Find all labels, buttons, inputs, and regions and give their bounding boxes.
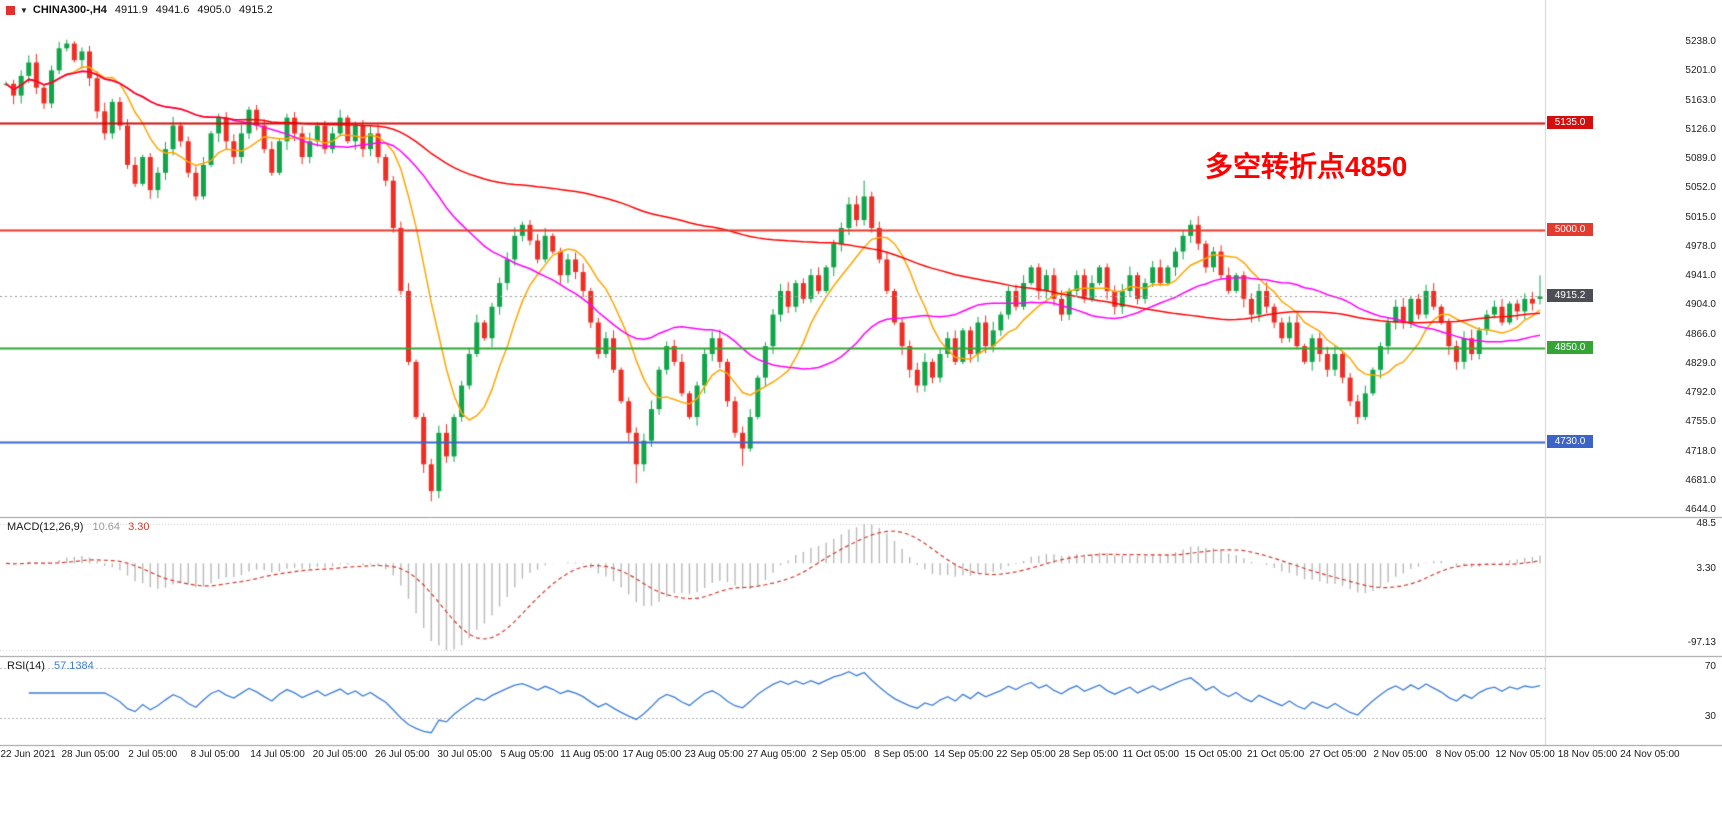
price-tick-label: 4978.0 xyxy=(1685,240,1716,252)
time-tick-label: 14 Jul 05:00 xyxy=(250,749,305,760)
symbol-dropdown-icon[interactable]: ▼ xyxy=(20,5,28,15)
price-tick-label: 5052.0 xyxy=(1685,182,1716,194)
rsi-name: RSI(14) xyxy=(7,660,45,672)
time-tick-label: 2 Nov 05:00 xyxy=(1373,749,1428,760)
annotation-text-object[interactable]: 多空转折点4850 xyxy=(1205,151,1408,182)
ohlc-high: 4941.6 xyxy=(155,4,190,16)
time-tick-label: 27 Oct 05:00 xyxy=(1309,749,1367,760)
price-tick-label: 5238.0 xyxy=(1685,36,1716,47)
price-tick-label: 5163.0 xyxy=(1685,94,1716,106)
time-tick-label: 2 Jul 05:00 xyxy=(128,749,178,760)
macd-main-value: 10.64 xyxy=(92,521,121,533)
chart-marker-icon xyxy=(6,5,15,15)
time-tick-label: 2 Sep 05:00 xyxy=(811,749,866,760)
time-tick-label: 28 Sep 05:00 xyxy=(1058,749,1119,760)
time-tick-label: 15 Oct 05:00 xyxy=(1184,749,1242,760)
price-tag-5135[interactable]: 5135.0 xyxy=(1547,116,1593,129)
macd-scale-mid: 3.30 xyxy=(1696,563,1716,574)
time-tick-label: 11 Aug 05:00 xyxy=(560,749,619,760)
symbol-title: ▼ CHINA300-,H4 4911.9 4941.6 4905.0 4915… xyxy=(6,4,273,16)
time-tick-label: 22 Sep 05:00 xyxy=(996,749,1056,760)
price-tag-4850[interactable]: 4850.0 xyxy=(1547,341,1593,354)
time-tick-label: 23 Aug 05:00 xyxy=(684,749,744,760)
time-tick-label: 8 Sep 05:00 xyxy=(874,749,929,760)
price-tick-label: 5201.0 xyxy=(1685,65,1716,77)
time-tick-label: 11 Oct 05:00 xyxy=(1122,749,1180,760)
price-tick-label: 5015.0 xyxy=(1685,211,1716,223)
time-tick-label: 14 Sep 05:00 xyxy=(933,749,994,760)
time-tick-label: 18 Nov 05:00 xyxy=(1557,749,1618,760)
time-tick-label: 24 Nov 05:00 xyxy=(1620,749,1680,760)
price-tick-label: 4644.0 xyxy=(1685,504,1716,515)
price-tick-label: 4718.0 xyxy=(1685,445,1716,457)
rsi-level-70: 70 xyxy=(1704,661,1716,672)
time-tick-label: 22 Jun 2021 xyxy=(0,749,56,760)
rsi-level-30: 30 xyxy=(1704,711,1716,722)
macd-indicator-label: MACD(12,26,9) 10.64 3.30 xyxy=(7,521,150,533)
time-tick-label: 8 Nov 05:00 xyxy=(1435,749,1490,760)
rsi-value: 57.1384 xyxy=(53,660,94,672)
time-tick-label: 5 Aug 05:00 xyxy=(500,749,554,760)
time-tick-label: 8 Jul 05:00 xyxy=(190,749,240,760)
price-tick-label: 4681.0 xyxy=(1685,474,1716,486)
time-tick-label: 21 Oct 05:00 xyxy=(1246,749,1305,760)
rsi-indicator-label: RSI(14) 57.1384 xyxy=(7,660,94,672)
time-tick-label: 30 Jul 05:00 xyxy=(437,749,492,760)
price-tick-label: 4904.0 xyxy=(1685,299,1716,311)
current-price-tag: 4915.2 xyxy=(1547,289,1593,302)
symbol-label: CHINA300-,H4 xyxy=(32,4,107,16)
macd-scale-max: 48.5 xyxy=(1696,518,1716,529)
price-tick-label: 4866.0 xyxy=(1685,328,1716,340)
price-tag-5000[interactable]: 5000.0 xyxy=(1547,223,1593,236)
time-tick-label: 26 Jul 05:00 xyxy=(375,749,430,760)
time-tick-label: 28 Jun 05:00 xyxy=(61,749,120,760)
price-tick-label: 4755.0 xyxy=(1685,416,1716,428)
time-tick-label: 27 Aug 05:00 xyxy=(747,749,807,760)
price-tag-4730[interactable]: 4730.0 xyxy=(1547,435,1593,448)
macd-name: MACD(12,26,9) xyxy=(7,521,84,533)
ohlc-open: 4911.9 xyxy=(114,4,148,16)
macd-signal-value: 3.30 xyxy=(128,521,150,533)
price-tick-label: 5126.0 xyxy=(1685,123,1716,135)
price-tick-label: 4792.0 xyxy=(1685,387,1716,398)
price-tick-label: 4829.0 xyxy=(1685,357,1716,369)
price-tick-label: 4941.0 xyxy=(1685,270,1716,281)
time-tick-label: 20 Jul 05:00 xyxy=(312,749,368,760)
ohlc-close: 4915.2 xyxy=(239,4,273,16)
macd-scale-min: -97.13 xyxy=(1687,637,1716,648)
ohlc-low: 4905.0 xyxy=(197,4,232,16)
price-tick-label: 5089.0 xyxy=(1685,153,1716,164)
time-tick-label: 17 Aug 05:00 xyxy=(622,749,682,760)
time-tick-label: 12 Nov 05:00 xyxy=(1495,749,1555,760)
